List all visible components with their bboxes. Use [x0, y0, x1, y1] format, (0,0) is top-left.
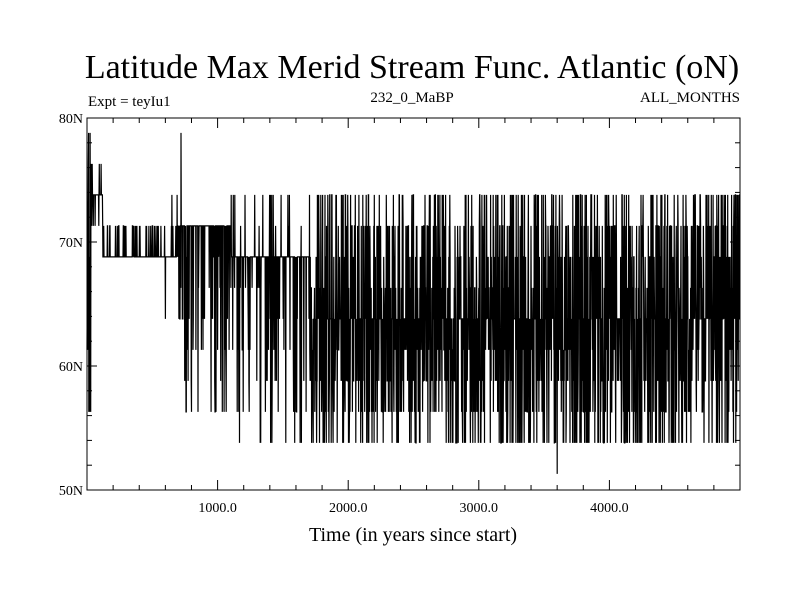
axis-layer: 50N 60N 70N 80N 1000.0 2000.0 3000.0 4000.0: [59, 112, 741, 516]
months-label: ALL_MONTHS: [640, 90, 740, 106]
y-tick-label: 60N: [59, 360, 83, 375]
x-tick-label: 1000.0: [198, 501, 237, 516]
chart-title: Latitude Max Merid Stream Func. Atlantic…: [85, 49, 739, 86]
x-tick-label: 3000.0: [460, 501, 499, 516]
x-tick-label: 4000.0: [590, 501, 629, 516]
x-tick-label: 2000.0: [329, 501, 368, 516]
series-layer: [86, 132, 741, 474]
plot-frame: [86, 117, 741, 491]
y-tick-label: 80N: [59, 112, 83, 127]
period-label: 232_0_MaBP: [370, 90, 453, 106]
y-tick-label: 50N: [59, 484, 83, 499]
experiment-label: Expt = teyIu1: [88, 94, 171, 110]
series-line: [86, 132, 741, 474]
y-tick-label: 70N: [59, 236, 83, 251]
x-axis-label: Time (in years since start): [309, 524, 517, 546]
